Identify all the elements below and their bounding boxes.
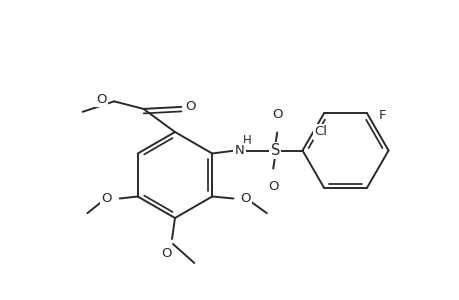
Text: S: S bbox=[270, 143, 280, 158]
Text: N: N bbox=[234, 144, 244, 157]
Text: O: O bbox=[271, 109, 282, 122]
Text: O: O bbox=[162, 247, 172, 260]
Text: O: O bbox=[240, 192, 251, 205]
Text: O: O bbox=[96, 93, 107, 106]
Text: Cl: Cl bbox=[314, 125, 327, 138]
Text: F: F bbox=[378, 109, 386, 122]
Text: O: O bbox=[268, 179, 278, 193]
Text: H: H bbox=[242, 134, 251, 148]
Text: O: O bbox=[101, 192, 112, 205]
Text: O: O bbox=[185, 100, 195, 113]
